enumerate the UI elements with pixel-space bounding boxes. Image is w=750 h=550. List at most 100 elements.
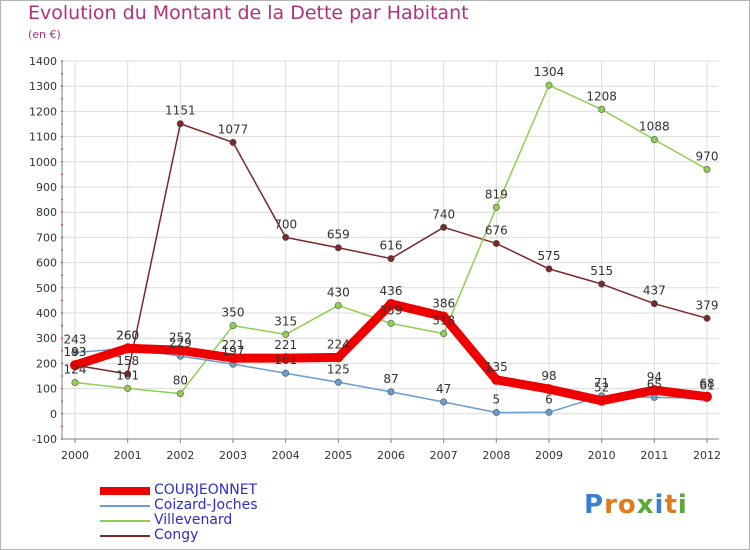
data-label-congy: 515: [590, 264, 613, 278]
y-tick-label: 300: [36, 332, 57, 345]
data-point-congy: [598, 280, 606, 288]
data-label-coizard-joches: 197: [222, 344, 245, 358]
data-label-coizard-joches: 243: [64, 333, 87, 347]
y-tick-label: 500: [36, 282, 57, 295]
y-tick-label: 400: [36, 307, 57, 320]
data-label-congy: 740: [432, 207, 455, 221]
y-tick-label: 800: [36, 206, 57, 219]
y-minor-tick: [61, 72, 63, 75]
data-point-congy: [650, 300, 658, 308]
y-tick-label: -100: [32, 433, 57, 446]
data-label-congy: 379: [696, 298, 719, 312]
data-label-coizard-joches: 65: [647, 377, 662, 391]
y-minor-tick: [61, 160, 63, 163]
y-minor-tick: [61, 387, 63, 390]
data-label-courjeonnet: 68: [699, 377, 714, 391]
y-tick-label: 1300: [29, 80, 57, 93]
chart-subtitle: (en €): [28, 28, 61, 41]
data-point-congy: [440, 223, 448, 231]
y-minor-tick: [61, 249, 63, 251]
data-point-courjeonnet: [122, 343, 133, 354]
y-minor-tick: [61, 324, 63, 327]
data-label-congy: 437: [643, 284, 666, 298]
data-label-villevenard: 315: [274, 314, 297, 328]
data-point-villevenard: [176, 390, 184, 398]
data-label-coizard-joches: 5: [493, 393, 501, 407]
y-minor-tick: [61, 123, 63, 125]
y-minor-tick: [61, 85, 63, 88]
y-minor-tick: [61, 274, 63, 277]
y-tick-label: 1400: [29, 55, 57, 68]
data-label-congy: 659: [327, 228, 350, 242]
y-tick-label: 700: [36, 231, 57, 244]
data-label-congy: 676: [485, 223, 508, 237]
data-point-villevenard: [492, 203, 500, 211]
y-minor-tick: [61, 135, 63, 138]
y-minor-tick: [61, 375, 63, 377]
legend-label: Congy: [154, 527, 199, 543]
data-label-villevenard: 124: [64, 363, 87, 377]
data-point-courjeonnet: [438, 311, 449, 322]
data-point-coizard-joches: [387, 388, 395, 396]
data-point-courjeonnet: [386, 298, 396, 309]
data-point-courjeonnet: [175, 345, 186, 356]
data-point-villevenard: [229, 322, 237, 330]
data-label-congy: 700: [274, 217, 297, 231]
data-point-courjeonnet: [596, 395, 607, 406]
data-label-congy: 575: [538, 249, 561, 263]
data-point-courjeonnet: [280, 353, 291, 364]
data-point-congy: [334, 244, 342, 252]
y-minor-tick: [61, 211, 63, 214]
y-minor-tick: [61, 337, 63, 340]
data-label-villevenard: 359: [380, 303, 403, 317]
data-point-villevenard: [334, 301, 342, 309]
data-label-villevenard: 1088: [639, 120, 670, 134]
data-point-congy: [703, 314, 711, 322]
data-point-villevenard: [387, 319, 395, 327]
data-label-courjeonnet: 135: [485, 360, 508, 374]
data-label-congy: 193: [64, 345, 87, 359]
y-minor-tick: [61, 60, 63, 62]
data-label-coizard-joches: 260: [116, 328, 139, 342]
y-minor-tick: [61, 110, 63, 113]
data-point-villevenard: [71, 379, 79, 387]
data-label-courjeonnet: 436: [380, 284, 403, 298]
data-label-congy: 1077: [218, 122, 249, 136]
y-minor-tick: [61, 97, 63, 100]
data-label-courjeonnet: 52: [594, 381, 609, 395]
y-tick-label: 900: [36, 181, 57, 194]
y-minor-tick: [61, 261, 63, 264]
data-label-coizard-joches: 161: [274, 353, 297, 367]
data-label-coizard-joches: 71: [594, 376, 609, 390]
data-label-congy: 158: [116, 354, 139, 368]
y-minor-tick: [61, 312, 63, 314]
legend-swatch: [100, 520, 150, 522]
legend-swatch: [100, 535, 150, 537]
data-point-villevenard: [703, 165, 711, 173]
x-tick-label: 2005: [324, 449, 352, 462]
data-point-courjeonnet: [333, 352, 344, 363]
data-label-courjeonnet: 193: [64, 345, 87, 359]
data-point-congy: [282, 233, 290, 241]
data-point-courjeonnet: [491, 374, 502, 385]
data-point-congy: [124, 370, 132, 378]
y-minor-tick: [61, 236, 63, 239]
data-label-courjeonnet: 386: [432, 297, 455, 311]
data-label-villevenard: 970: [696, 149, 719, 163]
data-label-coizard-joches: 87: [383, 372, 398, 386]
x-tick-label: 2006: [377, 449, 405, 462]
y-minor-tick: [61, 173, 63, 176]
data-point-congy: [387, 255, 395, 263]
legend-label: Villevenard: [154, 512, 233, 528]
data-label-coizard-joches: 6: [545, 392, 553, 406]
x-tick-label: 2001: [114, 449, 142, 462]
data-point-coizard-joches: [440, 398, 448, 406]
data-label-courjeonnet: 224: [327, 337, 350, 351]
data-label-congy: 1151: [165, 104, 196, 118]
data-point-villevenard: [440, 330, 448, 338]
data-point-coizard-joches: [650, 393, 658, 401]
y-minor-tick: [61, 148, 63, 151]
data-label-courjeonnet: 221: [222, 338, 245, 352]
data-point-coizard-joches: [492, 409, 500, 417]
